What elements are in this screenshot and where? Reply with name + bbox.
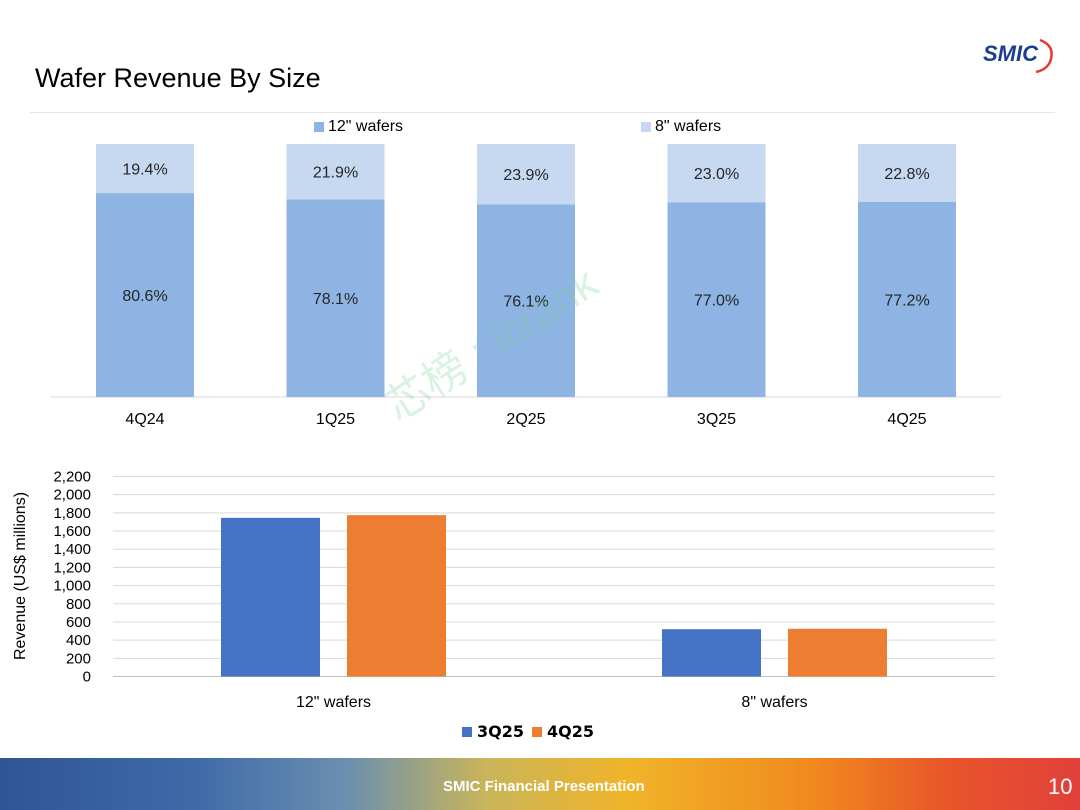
logo-text: SMIC: [983, 41, 1038, 66]
bar-12in: [96, 193, 194, 397]
y-axis-title: Revenue (US$ millions): [12, 492, 29, 660]
bar-12in: [858, 201, 956, 397]
legend-label-4q25: 4Q25: [547, 722, 594, 741]
bar-3q25: [662, 629, 761, 677]
wafer-share-chart: 80.6% 19.4% 4Q24 78.1% 21.9% 1Q25 76.1% 23.9% 2Q…: [50, 144, 1001, 428]
bar-12in: [286, 199, 385, 397]
legend-label-3q25: 3Q25: [477, 722, 524, 741]
title-divider: [30, 112, 1055, 113]
legend-top-12in: 12" wafers: [314, 118, 403, 136]
legend-bottom-4q25: 4Q25: [532, 722, 594, 741]
data-label-8in: 23.0%: [694, 166, 739, 183]
legend-swatch-8in: [641, 122, 651, 132]
y-tick-label: 1,600: [53, 523, 91, 540]
data-label-8in: 22.8%: [884, 166, 929, 183]
data-label-12in: 77.0%: [694, 293, 739, 310]
x-tick-label: 4Q24: [125, 411, 164, 428]
data-label-12in: 80.6%: [122, 288, 167, 305]
y-tick-label: 1,400: [53, 541, 91, 558]
bar-8in: [667, 144, 766, 203]
bar-4q25: [788, 628, 887, 677]
data-label-8in: 21.9%: [313, 165, 358, 182]
bar-8in: [477, 144, 575, 205]
page-number: 10: [1048, 774, 1073, 799]
legend-label-12in: 12" wafers: [328, 118, 404, 135]
y-tick-label: 200: [66, 650, 91, 667]
y-tick-label: 2,000: [53, 487, 91, 504]
x-tick-label: 3Q25: [697, 411, 736, 428]
bar-3q25: [221, 517, 320, 677]
smic-logo: SMIC: [980, 36, 1058, 74]
bar-12in: [667, 202, 766, 397]
bar-8in: [286, 144, 385, 200]
data-label-8in: 23.9%: [503, 167, 548, 184]
x-tick-label: 12" wafers: [296, 694, 371, 711]
data-label-12in: 77.2%: [884, 292, 929, 309]
bar-12in: [477, 204, 575, 397]
legend-label-8in: 8" wafers: [655, 118, 722, 135]
x-tick-label: 1Q25: [316, 411, 355, 428]
page-title: Wafer Revenue By Size: [35, 63, 321, 93]
y-tick-label: 1,200: [53, 559, 91, 576]
footer-text: SMIC Financial Presentation: [443, 778, 645, 795]
bar-8in: [858, 144, 956, 202]
data-label-12in: 76.1%: [503, 294, 548, 311]
legend-swatch-12in: [314, 122, 324, 132]
legend-top-8in: 8" wafers: [641, 118, 721, 136]
logo-swoosh-icon: [1035, 38, 1053, 74]
legend-swatch-4q25: [532, 726, 542, 737]
bar-8in: [96, 144, 194, 194]
data-label-12in: 78.1%: [313, 291, 358, 308]
y-tick-label: 400: [66, 632, 91, 649]
y-tick-label: 0: [83, 669, 91, 686]
y-tick-label: 2,200: [53, 469, 91, 486]
bar-4q25: [347, 515, 446, 677]
y-tick-label: 800: [66, 596, 91, 613]
footer-bar: SMIC Financial Presentation 10: [0, 758, 1080, 810]
legend-swatch-3q25: [462, 726, 472, 737]
data-label-8in: 19.4%: [122, 162, 167, 179]
wafer-revenue-chart: 02004006008001,0001,2001,4001,6001,8002,…: [12, 469, 995, 711]
y-tick-label: 600: [66, 614, 91, 631]
x-tick-label: 4Q25: [887, 411, 926, 428]
x-tick-label: 2Q25: [506, 411, 545, 428]
x-tick-label: 8" wafers: [741, 694, 807, 711]
y-tick-label: 1,800: [53, 505, 91, 522]
y-tick-label: 1,000: [53, 578, 91, 595]
legend-bottom-3q25: 3Q25: [462, 722, 524, 741]
